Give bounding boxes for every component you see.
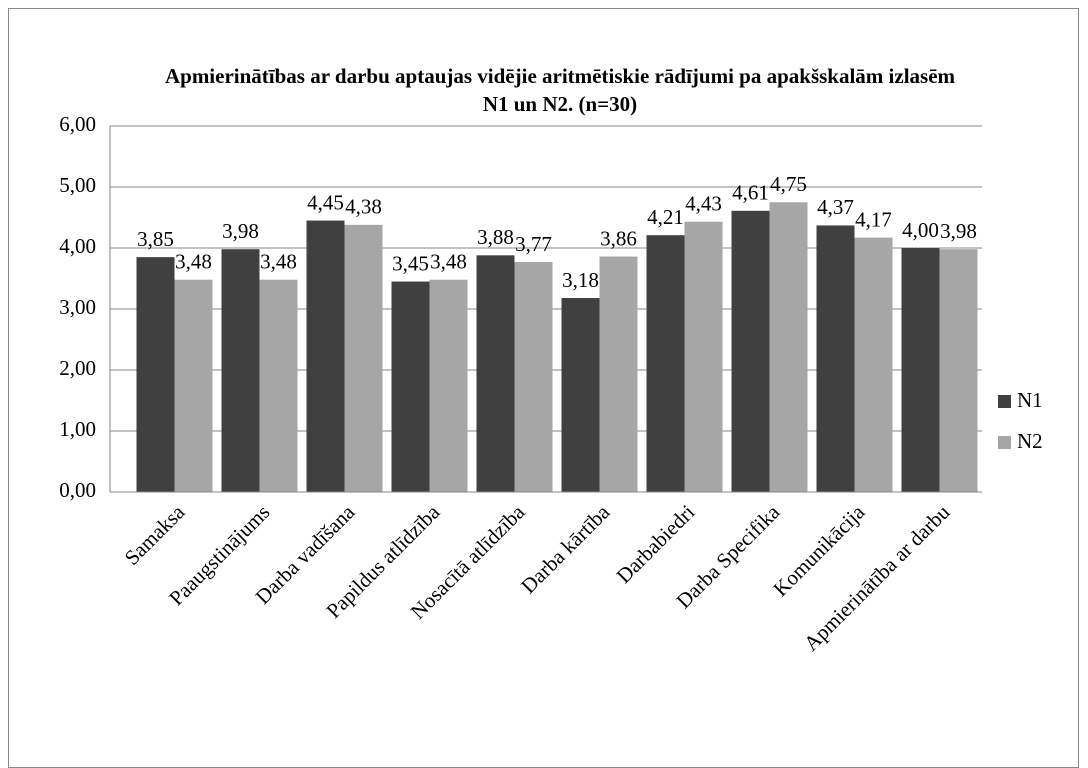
value-label: 3,48 (430, 250, 467, 274)
x-tick-label: Apmierinātība ar darbu (799, 500, 955, 656)
value-label: 4,17 (855, 207, 892, 231)
x-tick-label: Darbabiedri (612, 500, 700, 588)
value-label: 4,38 (345, 195, 382, 219)
value-label: 4,61 (732, 181, 769, 205)
bar (429, 279, 468, 492)
value-label: 4,45 (307, 190, 344, 214)
value-label: 4,37 (817, 195, 854, 219)
bar (769, 202, 808, 492)
bar (731, 210, 770, 493)
page: Apmierinātības ar darbu aptaujas vidējie… (8, 8, 1079, 768)
value-label: 3,48 (175, 250, 212, 274)
chart: 0,001,002,003,004,005,006,00Samaksa3,853… (59, 112, 1043, 656)
bar (391, 281, 430, 492)
value-label: 3,98 (222, 219, 259, 243)
value-label: 3,18 (562, 268, 599, 292)
y-tick-label: 0,00 (59, 478, 96, 502)
bar (344, 224, 383, 492)
value-label: 3,48 (260, 250, 297, 274)
chart-title: Apmierinātības ar darbu aptaujas vidējie… (164, 64, 956, 116)
value-label: 3,86 (600, 226, 637, 250)
bar (136, 257, 175, 492)
bar (901, 248, 940, 492)
bar (221, 249, 260, 492)
bar (561, 298, 600, 492)
value-label: 3,88 (477, 225, 514, 249)
value-label: 4,43 (685, 192, 722, 216)
bar (816, 225, 855, 492)
legend-swatch (998, 395, 1011, 408)
bar (174, 279, 213, 492)
bar (939, 249, 978, 492)
value-label: 3,77 (515, 232, 552, 256)
x-tick-label: Samaksa (120, 499, 190, 569)
y-tick-label: 5,00 (59, 173, 96, 197)
bar (514, 262, 553, 492)
legend-swatch (998, 436, 1011, 449)
y-tick-label: 2,00 (59, 356, 96, 380)
y-tick-label: 4,00 (59, 234, 96, 258)
legend-label: N2 (1017, 429, 1043, 453)
value-label: 4,75 (770, 172, 807, 196)
value-label: 4,00 (902, 218, 939, 242)
value-label: 3,98 (940, 219, 977, 243)
y-tick-label: 6,00 (59, 112, 96, 136)
bar (854, 237, 893, 492)
bar (476, 255, 515, 492)
value-label: 3,85 (137, 227, 174, 251)
bar (599, 256, 638, 492)
bar (259, 279, 298, 492)
legend-label: N1 (1017, 388, 1043, 412)
bar (306, 220, 345, 493)
bar (646, 235, 685, 492)
y-tick-label: 3,00 (59, 295, 96, 319)
value-label: 3,45 (392, 251, 429, 275)
value-label: 4,21 (647, 205, 684, 229)
x-tick-label: Darba kārtība (516, 499, 615, 598)
y-tick-label: 1,00 (59, 417, 96, 441)
bar (684, 221, 723, 492)
